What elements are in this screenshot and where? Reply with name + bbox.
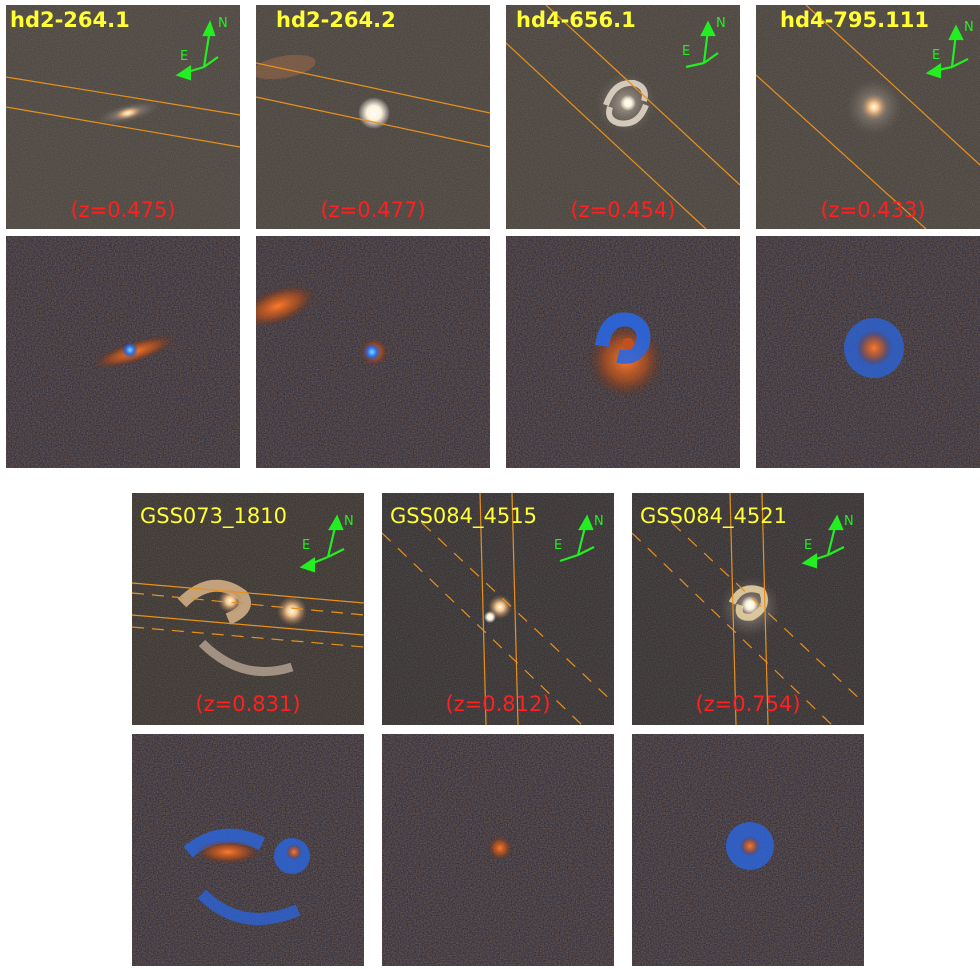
compass-east-label: E — [302, 538, 310, 553]
galaxy-image-gss084-4521: N E GSS084_4521 (z=0.754) — [632, 493, 864, 725]
galaxy-name-label: GSS084_4521 — [640, 504, 787, 529]
galaxy-name-label: GSS084_4515 — [390, 504, 537, 529]
compass-icon — [801, 514, 845, 569]
compass-east-label: E — [554, 538, 562, 553]
compass-east-label: E — [932, 48, 940, 63]
compass-icon — [685, 20, 719, 69]
redshift-label: (z=0.475) — [70, 198, 175, 222]
galaxy-name-label: hd2-264.1 — [10, 8, 130, 32]
slit-line — [6, 76, 240, 116]
redshift-label: (z=0.477) — [320, 198, 425, 222]
slit-line — [132, 582, 364, 648]
slit-line — [545, 5, 740, 186]
compass-north-label: N — [964, 20, 974, 35]
redshift-label: (z=0.754) — [695, 692, 800, 716]
redshift-label: (z=0.812) — [445, 692, 550, 716]
galaxy-image-hd4-795-111: N E hd4-795.111 (z=0.433) — [756, 5, 980, 229]
slit-line — [506, 42, 707, 229]
redshift-label: (z=0.454) — [570, 198, 675, 222]
galaxy-name-label: GSS073_1810 — [140, 504, 287, 529]
compass-north-label: N — [716, 16, 726, 31]
color-map-gss084-4515 — [382, 734, 614, 966]
galaxy-image-hd4-656-1: N E hd4-656.1 (z=0.454) — [506, 5, 740, 229]
compass-north-label: N — [218, 16, 228, 31]
compass-north-label: N — [844, 514, 854, 529]
compass-icon — [925, 24, 969, 79]
compass-icon — [559, 514, 595, 563]
color-map-hd2-264-1 — [6, 236, 240, 468]
color-map-gss073-1810 — [132, 734, 364, 966]
galaxy-image-hd2-264-2: hd2-264.2 (z=0.477) — [256, 5, 490, 229]
galaxy-image-gss073-1810: N E GSS073_1810 (z=0.831) — [132, 493, 364, 725]
redshift-label: (z=0.831) — [195, 692, 300, 716]
compass-north-label: N — [344, 514, 354, 529]
color-map-gss084-4521 — [632, 734, 864, 966]
slit-line — [805, 5, 980, 166]
slit-line — [256, 62, 490, 114]
galaxy-image-gss084-4515: N E GSS084_4515 (z=0.812) — [382, 493, 614, 725]
compass-east-label: E — [682, 44, 690, 59]
slit-line — [382, 493, 614, 725]
galaxy-image-hd2-264-1: N E hd2-264.1 (z=0.475) — [6, 5, 240, 229]
slit-line — [756, 74, 927, 229]
galaxy-name-label: hd4-656.1 — [516, 8, 636, 32]
galaxy-name-label: hd2-264.2 — [276, 8, 396, 32]
slit-line — [632, 493, 864, 725]
galaxy-name-label: hd4-795.111 — [780, 8, 929, 32]
compass-icon — [175, 20, 219, 81]
color-map-hd4-656-1 — [506, 236, 740, 468]
compass-icon — [299, 514, 345, 573]
redshift-label: (z=0.433) — [820, 198, 925, 222]
slit-line — [256, 96, 490, 148]
color-map-hd2-264-2 — [256, 236, 490, 468]
compass-east-label: E — [804, 538, 812, 553]
compass-north-label: N — [594, 514, 604, 529]
color-map-hd4-795-111 — [756, 236, 980, 468]
slit-line — [6, 106, 240, 148]
compass-east-label: E — [180, 49, 188, 64]
